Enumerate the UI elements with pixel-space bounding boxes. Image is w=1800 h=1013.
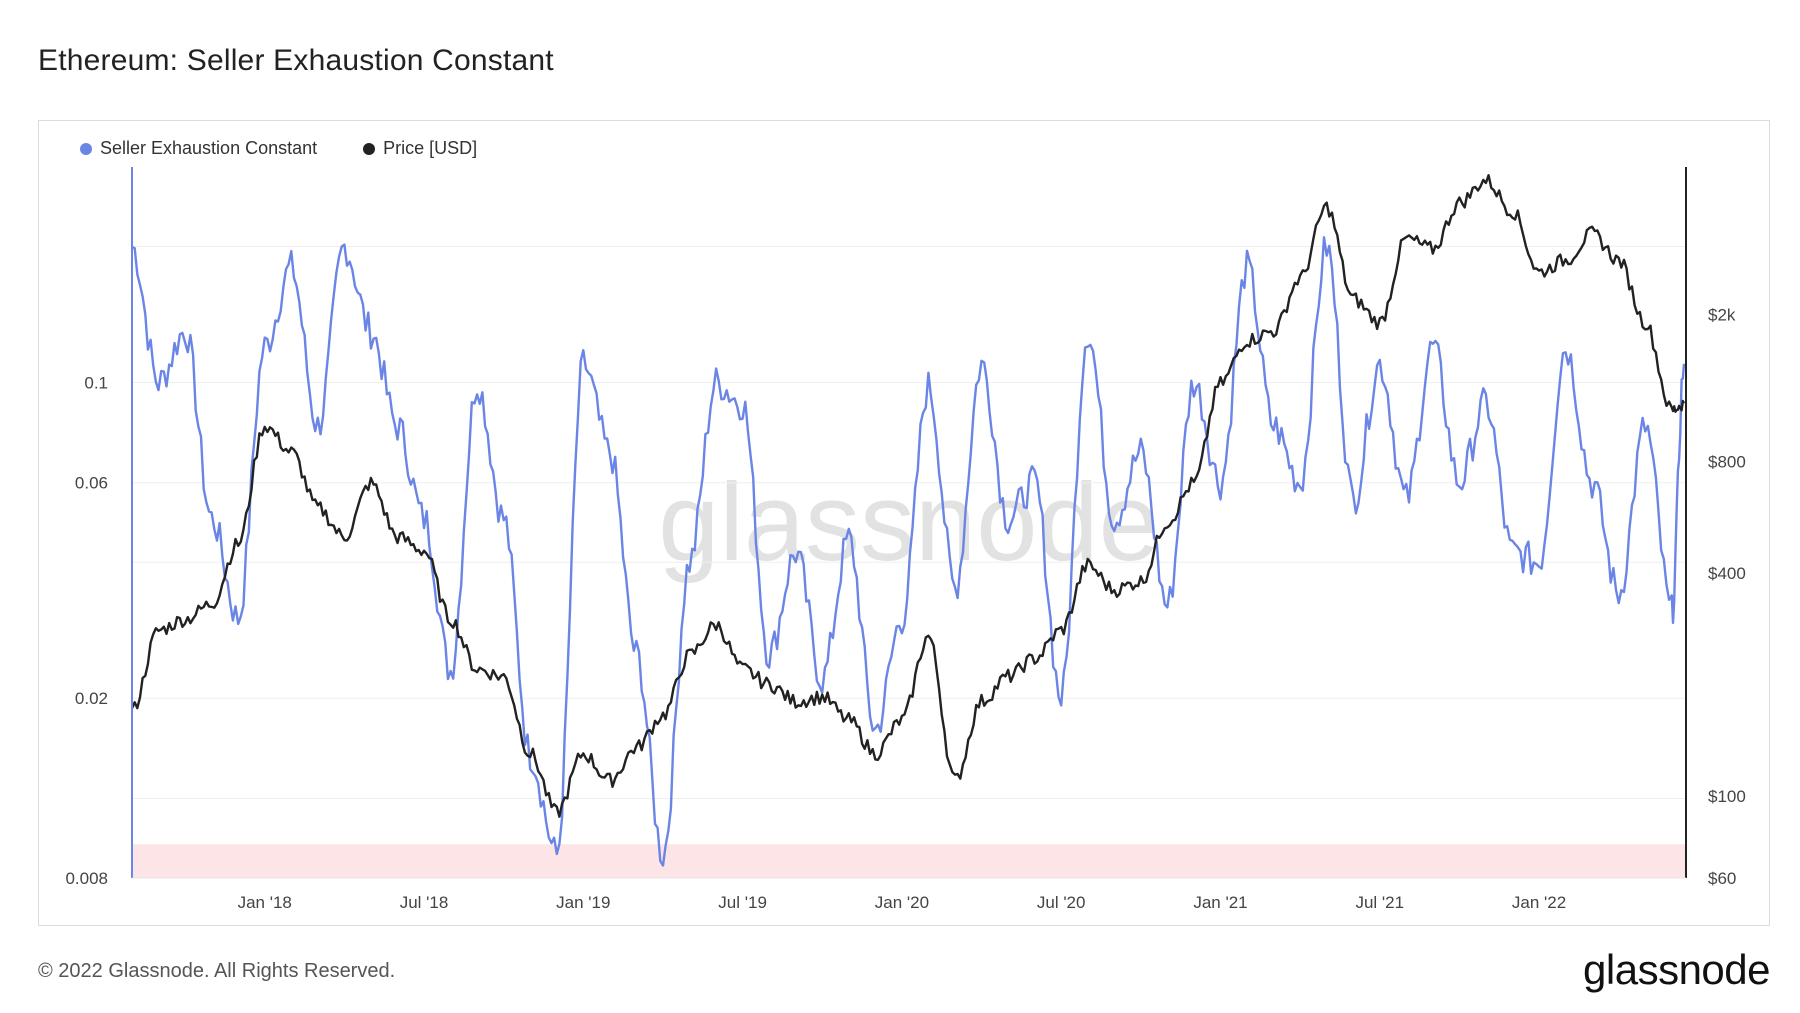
y-right-tick-label: $100: [1708, 787, 1746, 806]
x-tick-label: Jul '18: [400, 893, 449, 912]
legend-dot-price: [363, 142, 376, 155]
y-right-tick-label: $2k: [1708, 305, 1736, 324]
threshold-band: [132, 844, 1686, 878]
y-left-tick-label: 0.008: [65, 869, 108, 888]
y-right-tick-label: $60: [1708, 869, 1736, 888]
y-right-tick-label: $400: [1708, 564, 1746, 583]
y-right-tick-label: $800: [1708, 453, 1746, 472]
x-tick-label: Jul '20: [1037, 893, 1086, 912]
x-tick-label: Jan '19: [556, 893, 610, 912]
x-tick-label: Jan '22: [1512, 893, 1566, 912]
x-tick-label: Jul '21: [1355, 893, 1404, 912]
series-line-seller-exhaustion-constant[interactable]: [131, 236, 1686, 867]
chart-panel: [38, 120, 1770, 926]
y-left-tick-label: 0.1: [84, 374, 108, 393]
x-tick-label: Jan '18: [238, 893, 292, 912]
chart-title: Ethereum: Seller Exhaustion Constant: [38, 44, 554, 77]
legend-item-sec[interactable]: Seller Exhaustion Constant: [80, 138, 317, 159]
y-left-tick-label: 0.02: [75, 689, 108, 708]
footer-copyright: © 2022 Glassnode. All Rights Reserved.: [38, 960, 396, 982]
x-tick-label: Jan '20: [875, 893, 929, 912]
chart-legend: Seller Exhaustion Constant Price [USD]: [80, 138, 477, 159]
legend-label-price: Price [USD]: [383, 138, 478, 158]
x-tick-label: Jan '21: [1193, 893, 1247, 912]
y-left-tick-label: 0.06: [75, 474, 108, 493]
x-tick-label: Jul '19: [718, 893, 767, 912]
footer-brand-logo: glassnode: [1583, 946, 1770, 993]
legend-item-price[interactable]: Price [USD]: [363, 138, 477, 159]
legend-dot-sec: [80, 142, 92, 155]
legend-label-sec: Seller Exhaustion Constant: [100, 138, 318, 158]
series-line-price-usd[interactable]: [130, 174, 1686, 818]
